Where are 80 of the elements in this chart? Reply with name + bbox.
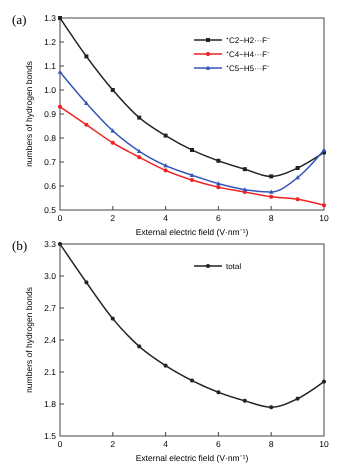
chart-title: (b) [12, 238, 28, 253]
point [110, 140, 115, 145]
point [190, 172, 194, 177]
y-tick-label: 2.7 [44, 303, 56, 313]
y-tick-label: 3.0 [44, 271, 56, 281]
x-tick-label: 8 [268, 213, 274, 223]
point [190, 148, 194, 152]
x-tick-label: 0 [58, 213, 63, 223]
y-tick-label: 2.4 [44, 335, 56, 345]
point [190, 378, 194, 383]
point [269, 405, 274, 410]
point [84, 54, 88, 58]
point [58, 242, 62, 246]
y-tick-label: 2.1 [44, 367, 56, 377]
x-tick-label: 10 [319, 213, 329, 223]
point [242, 167, 247, 172]
y-tick-label: 3.3 [44, 239, 56, 249]
point [216, 181, 221, 186]
point [190, 178, 194, 182]
point [137, 116, 142, 120]
point [164, 168, 168, 172]
legend-label: ⁺C5−H5···F⁻ [226, 64, 270, 73]
x-tick-label: 6 [216, 213, 222, 223]
x-tick-label: 0 [58, 439, 63, 449]
chart-title: (a) [12, 12, 26, 27]
x-tick-label: 4 [163, 213, 168, 223]
x-tick-label: 2 [110, 213, 116, 223]
legend-label: total [226, 262, 242, 271]
point [242, 187, 248, 192]
point [137, 155, 142, 160]
y-tick-label: 1.1 [44, 61, 56, 71]
x-tick-label: 10 [319, 439, 329, 449]
x-axis-title: External electric field (V·nm⁻¹) [136, 227, 248, 237]
point [110, 88, 115, 92]
point [164, 134, 168, 138]
legend-label: ⁺C4−H4···F⁻ [226, 50, 270, 59]
x-tick-label: 4 [163, 439, 168, 449]
point [163, 163, 168, 168]
point [296, 166, 300, 170]
y-tick-label: 0.9 [44, 109, 56, 119]
y-tick-label: 1.8 [44, 399, 56, 409]
y-tick-label: 0.8 [44, 133, 56, 143]
point [216, 185, 220, 190]
point [322, 203, 326, 208]
x-axis-title: External electric field (V·nm⁻¹) [136, 453, 248, 463]
point [137, 344, 142, 348]
y-tick-label: 0.6 [44, 181, 56, 191]
point [84, 280, 88, 284]
point [84, 122, 88, 127]
y-tick-label: 0.5 [44, 205, 56, 215]
x-tick-label: 2 [110, 439, 116, 449]
y-tick-label: 0.7 [44, 157, 56, 167]
point [322, 148, 326, 152]
y-tick-label: 1.0 [44, 85, 56, 95]
y-axis-title: numbers of hydrogen bonds [24, 287, 34, 393]
point [58, 16, 62, 20]
point [216, 158, 220, 163]
point [242, 398, 247, 403]
point [58, 70, 62, 74]
point [136, 148, 142, 153]
y-tick-label: 1.2 [44, 37, 56, 47]
point [216, 390, 220, 394]
y-tick-label: 1.5 [44, 431, 56, 441]
point [110, 128, 116, 133]
y-tick-label: 1.3 [44, 13, 56, 23]
point [58, 104, 62, 109]
x-tick-label: 8 [268, 439, 274, 449]
point [110, 316, 115, 321]
point [296, 396, 300, 401]
y-axis-title: numbers of hydrogen bonds [24, 61, 34, 167]
point [269, 194, 274, 199]
point [296, 197, 300, 202]
point [269, 174, 274, 178]
legend-label: ⁺C2−H2···F⁻ [226, 36, 270, 45]
point [322, 380, 326, 384]
point [268, 190, 274, 194]
point [84, 100, 89, 105]
point [295, 175, 300, 180]
point [164, 364, 168, 368]
x-tick-label: 6 [216, 439, 222, 449]
